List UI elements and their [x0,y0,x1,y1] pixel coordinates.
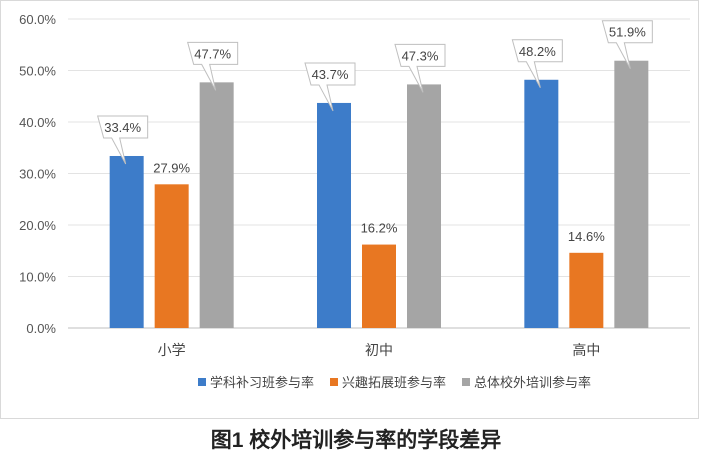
data-label: 51.9% [609,25,646,40]
legend-swatch-0 [198,378,206,386]
y-tick-label: 10.0% [19,270,56,285]
data-label: 14.6% [568,229,605,244]
y-tick-label: 60.0% [19,12,56,27]
data-callout [304,62,356,112]
data-callout [187,41,239,91]
y-tick-label: 50.0% [19,64,56,79]
y-tick-label: 20.0% [19,218,56,233]
data-label: 48.2% [519,44,556,59]
bar-2 [199,82,234,328]
bar-0 [317,102,351,328]
data-label: 33.4% [104,120,141,135]
bar-chart: 0.0% 10.0% 20.0% 30.0% 40.0% 50.0% 60.0% 小学 33.… [0,0,699,419]
y-tick-label: 40.0% [19,115,56,130]
bar-1 [154,184,189,328]
bar-1 [362,244,396,328]
legend-label: 学科补习班参与率 [210,375,314,390]
x-tick-label: 高中 [572,342,600,358]
data-label: 27.9% [153,160,190,175]
data-label: 43.7% [312,67,349,82]
data-label: 16.2% [361,221,398,236]
data-callout [394,43,446,93]
bar-1 [569,252,604,328]
legend-swatch-2 [462,378,470,386]
bar-2 [407,84,441,328]
bar-0 [524,79,559,329]
data-label: 47.3% [402,48,439,63]
legend-swatch-1 [330,378,338,386]
x-tick-label: 初中 [365,342,393,358]
x-tick-label: 小学 [158,342,186,358]
legend-label: 总体校外培训参与率 [474,375,591,390]
legend-label: 兴趣拓展班参与率 [342,375,446,390]
bar-0 [109,155,144,328]
y-tick-label: 30.0% [19,167,56,182]
bar-2 [614,60,649,329]
data-callout [601,20,653,69]
chart-caption: 图1 校外培训参与率的学段差异 [210,429,502,452]
data-callout [511,39,563,89]
data-label: 47.7% [194,46,231,61]
y-tick-label: 0.0% [26,321,56,336]
data-callout [97,115,149,165]
